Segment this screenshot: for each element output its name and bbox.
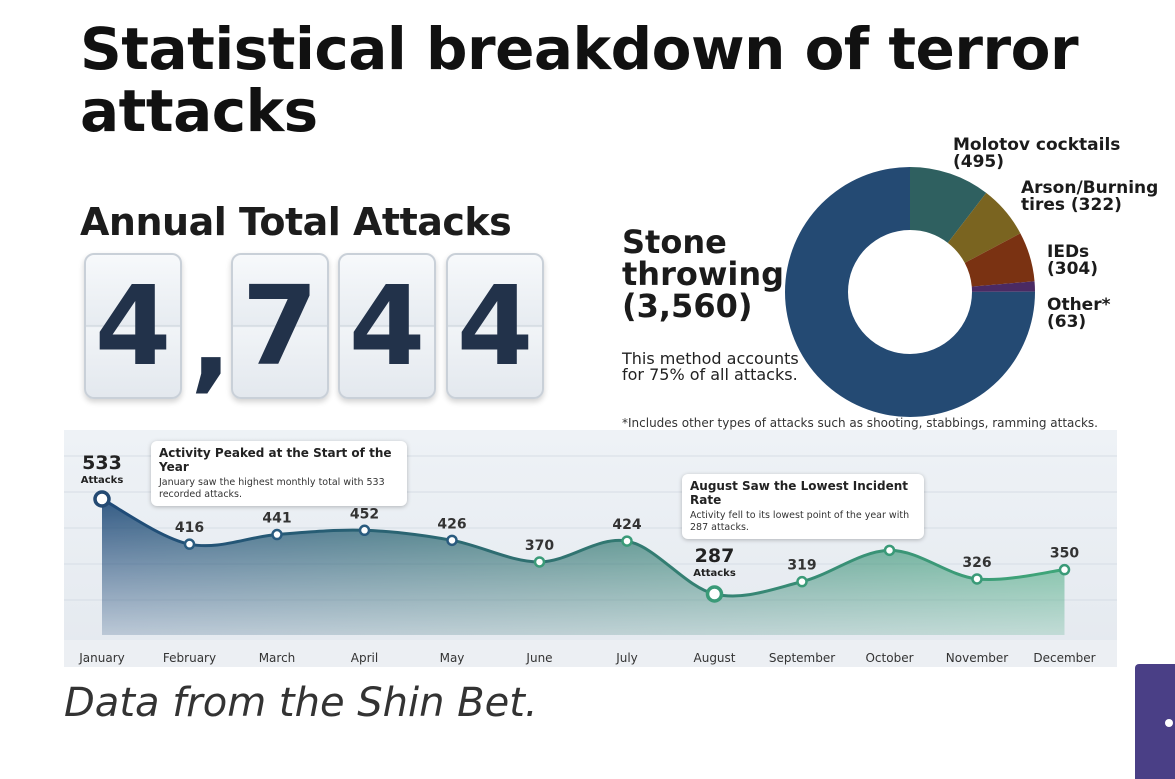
- x-tick-label: March: [259, 651, 296, 665]
- x-tick-label: August: [694, 651, 736, 665]
- floating-action-button[interactable]: [1135, 664, 1175, 779]
- donut-footnote: *Includes other types of attacks such as…: [622, 416, 1098, 430]
- data-point: [183, 538, 196, 550]
- x-tick-label: December: [1033, 651, 1095, 665]
- data-point: [883, 544, 896, 557]
- low-callout-title: August Saw the Lowest Incident Rate: [690, 479, 909, 507]
- slice-other: [971, 281, 1035, 292]
- data-point: [446, 534, 458, 547]
- slice-label-molotov: Molotov cocktails (495): [953, 135, 1121, 172]
- peak-callout-body: January saw the highest monthly total wi…: [159, 477, 385, 500]
- x-tick-label: May: [440, 651, 465, 665]
- slice-molotov: [910, 167, 987, 243]
- digit-card: 7: [231, 253, 329, 399]
- slice-label-other: Other* (63): [1047, 295, 1111, 332]
- x-tick-label: October: [865, 651, 913, 665]
- data-label: 350: [1050, 546, 1079, 562]
- stone-throwing-note: This method accounts for 75% of all atta…: [622, 349, 799, 384]
- data-point: [971, 573, 983, 585]
- data-label: 533: [82, 452, 122, 474]
- data-label: 326: [962, 555, 991, 571]
- peak-callout: Activity Peaked at the Start of the Year…: [151, 441, 407, 506]
- slice-stone-throwing: [785, 167, 1035, 417]
- low-callout-body: Activity fell to its lowest point of the…: [690, 510, 910, 533]
- data-label: 319: [787, 558, 816, 574]
- data-point: [533, 556, 546, 568]
- x-tick-label: January: [78, 651, 125, 665]
- slice-label-arson: Arson/Burning tires (322): [1021, 178, 1159, 215]
- slice-ieds: [964, 233, 1035, 287]
- digit-card: 4: [338, 253, 436, 399]
- x-tick-label: November: [946, 651, 1008, 665]
- stone-throwing-label: Stone throwing (3,560): [622, 223, 785, 325]
- data-label: 370: [525, 538, 554, 554]
- data-label-unit: Attacks: [81, 475, 124, 486]
- slice-label-ieds: IEDs (304): [1047, 242, 1099, 279]
- data-point: [705, 585, 724, 603]
- x-tick-label: April: [351, 651, 378, 665]
- digit-card: 4: [84, 253, 182, 399]
- low-callout: August Saw the Lowest Incident Rate Acti…: [682, 474, 924, 539]
- x-tick-label: February: [163, 651, 216, 665]
- data-point: [271, 528, 283, 541]
- data-label: 424: [612, 517, 641, 533]
- page-title: Statistical breakdown of terror attacks: [80, 15, 1079, 145]
- axis-band: [64, 640, 1117, 667]
- annual-total-label: Annual Total Attacks: [80, 200, 512, 244]
- donut-chart: [785, 167, 1035, 417]
- data-label: 441: [262, 511, 291, 527]
- data-label: 452: [350, 506, 379, 522]
- source-caption: Data from the Shin Bet.: [64, 680, 538, 726]
- digit-comma: ,: [190, 276, 232, 404]
- area-fill: [102, 499, 1065, 635]
- slice-arson: [947, 192, 1021, 263]
- data-label: 426: [437, 516, 466, 532]
- data-label: 416: [175, 520, 204, 536]
- data-point: [621, 535, 633, 547]
- peak-callout-title: Activity Peaked at the Start of the Year: [159, 446, 392, 474]
- data-point: [1058, 563, 1071, 576]
- x-tick-label: July: [615, 651, 638, 665]
- series-line: [101, 497, 1065, 598]
- dot-icon: [1165, 719, 1173, 727]
- x-tick-label: June: [525, 651, 552, 665]
- digit-card: 4: [446, 253, 544, 399]
- x-tick-label: September: [769, 651, 835, 665]
- data-point: [93, 490, 111, 508]
- data-label-unit: Attacks: [693, 568, 736, 579]
- data-label: 287: [695, 545, 735, 567]
- data-point: [358, 524, 371, 537]
- data-point: [796, 575, 808, 588]
